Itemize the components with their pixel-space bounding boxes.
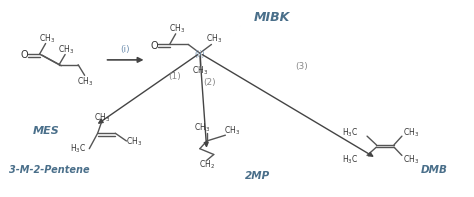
Text: CH$_3$: CH$_3$ xyxy=(403,153,419,165)
Text: O: O xyxy=(20,50,28,60)
Text: (3): (3) xyxy=(296,62,309,71)
Text: (1): (1) xyxy=(168,72,181,81)
Text: MES: MES xyxy=(33,126,60,136)
Text: CH$_3$: CH$_3$ xyxy=(126,135,142,148)
Text: (2): (2) xyxy=(203,78,216,87)
Text: (i): (i) xyxy=(120,45,129,54)
Text: CH$_3$: CH$_3$ xyxy=(206,32,222,45)
Text: H$_3$C: H$_3$C xyxy=(70,142,86,155)
Text: DMB: DMB xyxy=(420,165,447,175)
Text: CH$_3$: CH$_3$ xyxy=(58,43,74,56)
Text: CH$_3$: CH$_3$ xyxy=(403,126,419,138)
Text: CH$_3$: CH$_3$ xyxy=(169,23,185,35)
Text: MIBK: MIBK xyxy=(253,11,290,24)
Text: H$_3$C: H$_3$C xyxy=(342,153,359,165)
Text: H$_3$C: H$_3$C xyxy=(342,126,359,138)
Text: 2MP: 2MP xyxy=(245,171,271,181)
Text: CH$_3$: CH$_3$ xyxy=(94,112,110,124)
Text: CH$_3$: CH$_3$ xyxy=(77,76,93,88)
Text: (ii): (ii) xyxy=(195,50,205,59)
Text: CH$_3$: CH$_3$ xyxy=(39,32,55,45)
Text: 3-M-2-Pentene: 3-M-2-Pentene xyxy=(9,165,90,175)
Text: CH$_3$: CH$_3$ xyxy=(224,124,240,137)
Text: CH$_2$: CH$_2$ xyxy=(199,159,215,171)
Text: O: O xyxy=(151,41,158,51)
Text: CH$_3$: CH$_3$ xyxy=(192,64,208,77)
Text: CH$_3$: CH$_3$ xyxy=(194,121,210,134)
